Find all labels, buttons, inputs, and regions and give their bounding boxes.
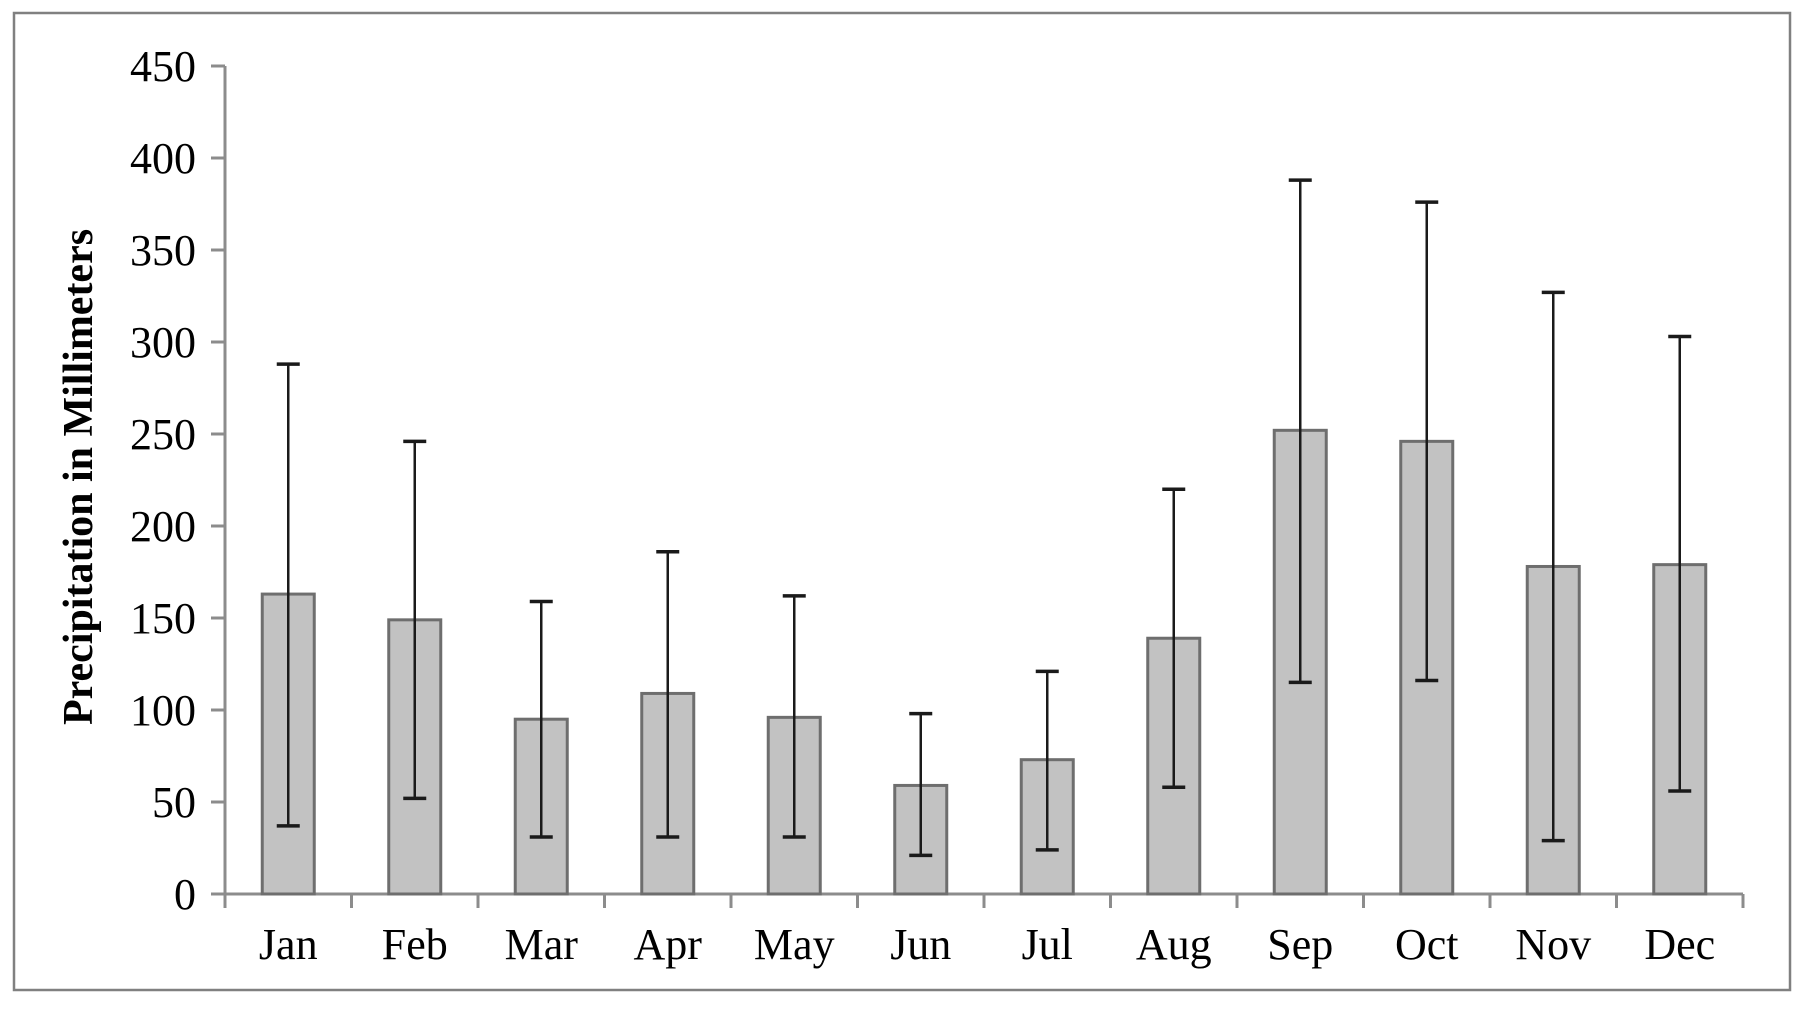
x-tick-label-apr: Apr	[634, 920, 703, 969]
x-tick-label-jul: Jul	[1022, 920, 1073, 969]
y-tick-label-250: 250	[130, 410, 196, 459]
x-tick-label-mar: Mar	[505, 920, 579, 969]
x-tick-label-nov: Nov	[1515, 920, 1591, 969]
x-tick-label-feb: Feb	[382, 920, 448, 969]
x-tick-label-may: May	[754, 920, 835, 969]
y-tick-label-450: 450	[130, 42, 196, 91]
y-tick-label-200: 200	[130, 502, 196, 551]
y-tick-label-50: 50	[152, 778, 196, 827]
y-tick-label-100: 100	[130, 686, 196, 735]
y-tick-label-400: 400	[130, 134, 196, 183]
y-axis-title: Precipitation in Millimeters	[56, 229, 102, 725]
x-tick-label-sep: Sep	[1267, 920, 1333, 969]
y-tick-label-0: 0	[174, 870, 196, 919]
x-tick-label-jun: Jun	[890, 920, 951, 969]
y-tick-label-150: 150	[130, 594, 196, 643]
y-tick-label-350: 350	[130, 226, 196, 275]
x-tick-label-dec: Dec	[1644, 920, 1715, 969]
x-tick-label-oct: Oct	[1395, 920, 1459, 969]
y-tick-label-300: 300	[130, 318, 196, 367]
x-tick-label-jan: Jan	[259, 920, 318, 969]
x-tick-label-aug: Aug	[1136, 920, 1212, 969]
